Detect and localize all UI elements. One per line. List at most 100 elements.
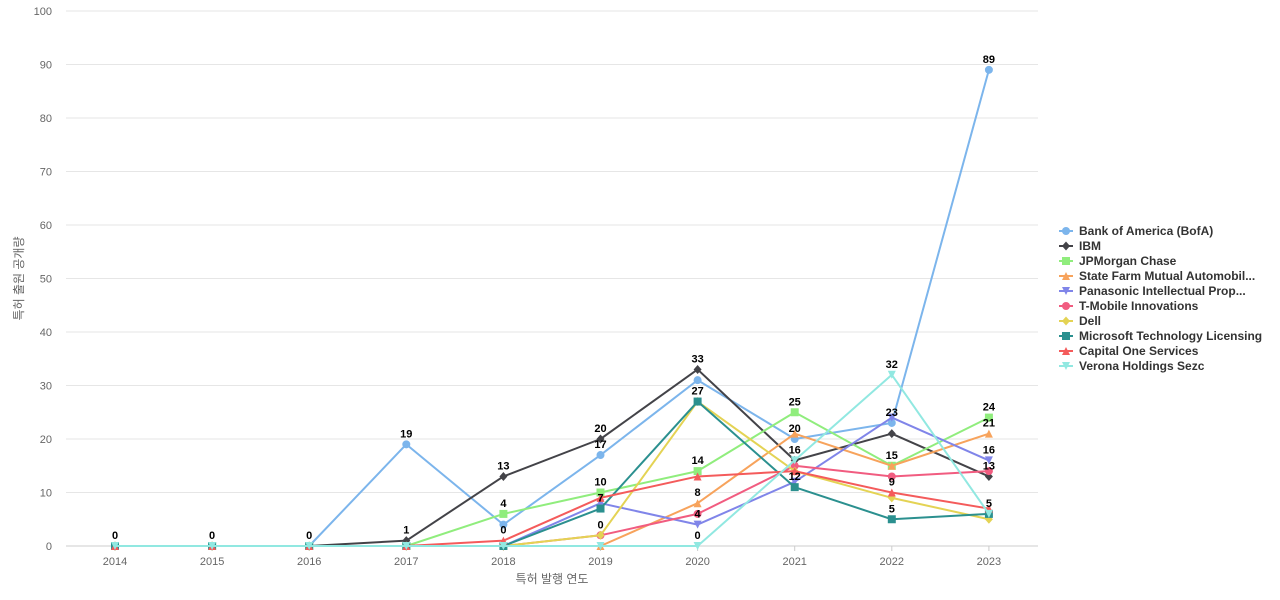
data-point	[887, 418, 896, 427]
series-line	[114, 373, 990, 547]
series-line	[114, 68, 990, 547]
legend-label: State Farm Mutual Automobil...	[1079, 269, 1255, 283]
series-9	[111, 370, 993, 550]
data-point	[111, 542, 119, 550]
data-point	[693, 509, 702, 518]
data-label: 0	[500, 525, 506, 537]
series-layer	[111, 65, 993, 551]
data-point	[596, 488, 605, 497]
data-point	[596, 530, 605, 540]
data-label: 33	[691, 353, 703, 365]
data-label: 7	[597, 493, 603, 505]
data-point	[499, 520, 508, 529]
data-point	[693, 364, 702, 374]
x-tick-label: 2018	[491, 556, 515, 568]
series-line	[114, 411, 990, 547]
data-label: 1	[403, 525, 409, 537]
data-label: 4	[695, 509, 702, 521]
y-tick-label: 10	[40, 488, 52, 500]
data-point	[596, 434, 605, 444]
data-point	[887, 370, 896, 379]
legend-label: Bank of America (BofA)	[1079, 224, 1213, 238]
legend-label: Microsoft Technology Licensing	[1079, 329, 1262, 343]
legend-item[interactable]: Panasonic Intellectual Prop...	[1059, 284, 1246, 298]
legend-label: Dell	[1079, 314, 1101, 328]
data-label: 21	[983, 418, 995, 430]
data-label: 16	[789, 444, 801, 456]
data-point	[887, 515, 896, 524]
legend-item[interactable]: Verona Holdings Sezc	[1059, 359, 1205, 373]
data-point	[693, 376, 702, 385]
series-4	[111, 413, 993, 550]
data-point	[790, 461, 799, 470]
data-label: 89	[983, 54, 995, 66]
data-point	[790, 408, 799, 417]
data-label: 9	[889, 477, 895, 489]
data-point	[305, 542, 314, 550]
y-axis-title: 특허 출원 공개량	[12, 237, 26, 321]
data-point	[596, 493, 605, 502]
legend-marker	[1062, 227, 1070, 235]
legend-item[interactable]: JPMorgan Chase	[1059, 254, 1177, 268]
data-label: 0	[306, 530, 312, 542]
legend-item[interactable]: T-Mobile Innovations	[1059, 299, 1199, 313]
y-tick-label: 100	[34, 6, 52, 18]
y-tick-label: 40	[40, 327, 52, 339]
legend-label: Panasonic Intellectual Prop...	[1079, 284, 1246, 298]
series-1	[111, 364, 993, 551]
legend-item[interactable]: State Farm Mutual Automobil...	[1059, 269, 1255, 283]
data-label: 19	[400, 428, 412, 440]
legend-item[interactable]: IBM	[1059, 239, 1101, 253]
data-point	[984, 467, 993, 476]
data-point	[596, 451, 605, 460]
data-point	[887, 461, 896, 470]
data-label: 12	[789, 471, 801, 483]
legend-item[interactable]: Dell	[1059, 314, 1101, 328]
legend-item[interactable]: Microsoft Technology Licensing	[1059, 329, 1262, 343]
x-tick-label: 2015	[200, 556, 224, 568]
data-point	[790, 456, 799, 465]
data-label: 20	[594, 423, 606, 435]
y-tick-label: 90	[40, 60, 52, 72]
x-tick-label: 2023	[977, 556, 1001, 568]
data-point	[693, 520, 702, 529]
data-label: 32	[886, 359, 898, 371]
legend-marker	[1062, 332, 1070, 340]
data-label: 17	[594, 439, 606, 451]
data-point	[499, 542, 508, 550]
legend-marker	[1062, 347, 1070, 355]
data-point	[887, 488, 896, 497]
data-point	[790, 467, 799, 476]
data-label: 25	[789, 396, 801, 408]
y-tick-label: 70	[40, 167, 52, 179]
data-label: 0	[695, 530, 701, 542]
legend-item[interactable]: Bank of America (BofA)	[1059, 224, 1213, 238]
data-label: 27	[691, 386, 703, 398]
data-label: 23	[886, 407, 898, 419]
x-tick-label: 2022	[880, 556, 904, 568]
data-point	[402, 542, 411, 550]
series-0	[111, 65, 993, 550]
series-5	[111, 461, 993, 550]
data-point	[402, 440, 411, 449]
x-tick-label: 2016	[297, 556, 321, 568]
data-labels: 0 0 0 19 17 20 23 89 1 13 20 33 16 13 4 10 14 25 15 24 8 21 4 1…	[112, 54, 996, 542]
legend-marker	[1062, 362, 1070, 370]
legend-marker	[1062, 316, 1070, 326]
data-point	[693, 542, 702, 550]
data-point	[693, 397, 702, 406]
legend-item[interactable]: Capital One Services	[1059, 344, 1199, 358]
legend-marker	[1062, 241, 1070, 251]
data-point	[984, 65, 993, 74]
x-tick-label: 2021	[782, 556, 806, 568]
x-tick-label: 2019	[588, 556, 612, 568]
y-tick-label: 50	[40, 274, 52, 286]
data-label: 20	[789, 423, 801, 435]
data-point	[887, 429, 896, 439]
data-point	[208, 542, 217, 550]
y-tick-label: 30	[40, 381, 52, 393]
legend-label: Verona Holdings Sezc	[1079, 359, 1205, 373]
